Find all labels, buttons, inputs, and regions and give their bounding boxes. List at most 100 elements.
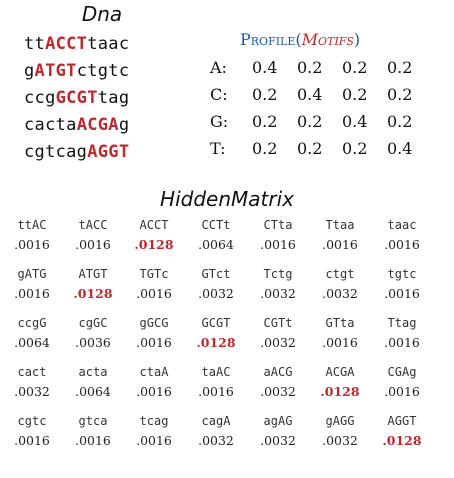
profile-value: 0.2 (387, 112, 413, 131)
dna-motif: GCGT (55, 88, 98, 108)
kmer-label: tgtc (387, 267, 417, 281)
kmer-label: gAGG (325, 414, 355, 428)
profile-value: 0.2 (252, 139, 278, 158)
kmer-probability: .0128 (73, 286, 113, 301)
profile-value: 0.4 (252, 58, 278, 77)
kmer-probability: .0128 (196, 335, 236, 350)
kmer-label: GTta (325, 316, 355, 330)
kmer-label: CGTt (263, 316, 293, 330)
kmer-probability: .0016 (136, 335, 172, 350)
kmer-probability: .0016 (322, 237, 358, 252)
profile-value: 0.2 (297, 58, 323, 77)
kmer-label: Ttaa (325, 218, 355, 232)
kmer-label: ccgG (17, 316, 47, 330)
kmer-label: cagA (201, 414, 231, 428)
kmer-label: tcag (139, 414, 169, 428)
kmer-probability: .0036 (75, 335, 111, 350)
kmer-label: cact (17, 365, 47, 379)
kmer-probability: .0016 (14, 286, 50, 301)
dna-flank: ccg (24, 88, 56, 108)
profile-row-label: A: (210, 58, 227, 77)
kmer-probability: .0064 (14, 335, 50, 350)
kmer-label: ACCT (139, 218, 169, 232)
kmer-probability: .0064 (198, 237, 234, 252)
profile-title-open: ( (295, 30, 302, 49)
kmer-probability: .0016 (384, 286, 420, 301)
kmer-label: AGGT (387, 414, 417, 428)
profile-value: 0.2 (342, 139, 368, 158)
dna-motif: AGGT (87, 142, 130, 162)
kmer-probability: .0032 (14, 384, 50, 399)
kmer-label: CGAg (387, 365, 417, 379)
dna-sequence: gATGTctgtc (24, 61, 129, 81)
kmer-label: acta (78, 365, 108, 379)
profile-title-main: Profile (240, 30, 296, 49)
profile-row: A: 0.4 0.2 0.2 0.2 (210, 58, 430, 78)
profile-value: 0.2 (252, 112, 278, 131)
kmer-probability: .0032 (198, 433, 234, 448)
kmer-label: GCGT (201, 316, 231, 330)
dna-motif: ACCT (45, 34, 88, 54)
kmer-probability: .0032 (198, 286, 234, 301)
kmer-probability: .0016 (75, 237, 111, 252)
kmer-label: TGTc (139, 267, 169, 281)
kmer-label: aACG (263, 365, 293, 379)
dna-flank: cgtcag (24, 142, 88, 162)
dna-title: Dna (81, 2, 123, 26)
profile-value: 0.2 (342, 85, 368, 104)
profile-value: 0.4 (342, 112, 368, 131)
kmer-probability: .0016 (198, 384, 234, 399)
kmer-label: GTct (201, 267, 231, 281)
kmer-label: taac (387, 218, 417, 232)
dna-sequence: ttACCTtaac (24, 34, 129, 54)
kmer-probability: .0016 (136, 433, 172, 448)
kmer-label: CTta (263, 218, 293, 232)
kmer-probability: .0016 (136, 286, 172, 301)
profile-row: G: 0.2 0.2 0.4 0.2 (210, 112, 430, 132)
kmer-probability: .0016 (14, 237, 50, 252)
dna-flank: ctgtc (76, 61, 130, 81)
profile-title-arg: Motifs (301, 30, 354, 49)
kmer-probability: .0016 (384, 237, 420, 252)
kmer-probability: .0032 (260, 286, 296, 301)
kmer-label: CCTt (201, 218, 231, 232)
kmer-label: ttAC (17, 218, 47, 232)
kmer-probability: .0128 (134, 237, 174, 252)
kmer-probability: .0128 (382, 433, 422, 448)
dna-motif: ATGT (34, 61, 77, 81)
profile-title-close: ) (353, 30, 361, 49)
profile-value: 0.2 (387, 58, 413, 77)
dna-flank: g (24, 61, 35, 81)
kmer-probability: .0016 (384, 335, 420, 350)
profile-row: T: 0.2 0.2 0.2 0.4 (210, 139, 430, 159)
kmer-label: ACGA (325, 365, 355, 379)
profile-row-label: T: (210, 139, 226, 158)
kmer-label: ctgt (325, 267, 355, 281)
dna-sequence: cactaACGAg (24, 115, 129, 135)
kmer-label: gGCG (139, 316, 169, 330)
kmer-probability: .0016 (75, 433, 111, 448)
profile-value: 0.2 (342, 58, 368, 77)
dna-motif: ACGA (76, 115, 119, 135)
kmer-label: gtca (78, 414, 108, 428)
profile-value: 0.2 (387, 85, 413, 104)
profile-row: C: 0.2 0.4 0.2 0.2 (210, 85, 430, 105)
kmer-probability: .0032 (322, 286, 358, 301)
dna-flank: cacta (24, 115, 77, 135)
kmer-label: taAC (201, 365, 231, 379)
kmer-probability: .0032 (260, 384, 296, 399)
kmer-probability: .0064 (75, 384, 111, 399)
profile-row-label: C: (210, 85, 228, 104)
kmer-label: gATG (17, 267, 47, 281)
dna-flank: tt (24, 34, 46, 54)
kmer-probability: .0016 (136, 384, 172, 399)
profile-row-label: G: (210, 112, 229, 131)
kmer-probability: .0128 (320, 384, 360, 399)
kmer-probability: .0032 (260, 335, 296, 350)
kmer-probability: .0016 (322, 335, 358, 350)
dna-flank: taac (87, 34, 130, 54)
dna-flank: tag (97, 88, 130, 108)
dna-sequence: cgtcagAGGT (24, 142, 129, 162)
profile-value: 0.4 (297, 85, 323, 104)
kmer-probability: .0032 (260, 433, 296, 448)
